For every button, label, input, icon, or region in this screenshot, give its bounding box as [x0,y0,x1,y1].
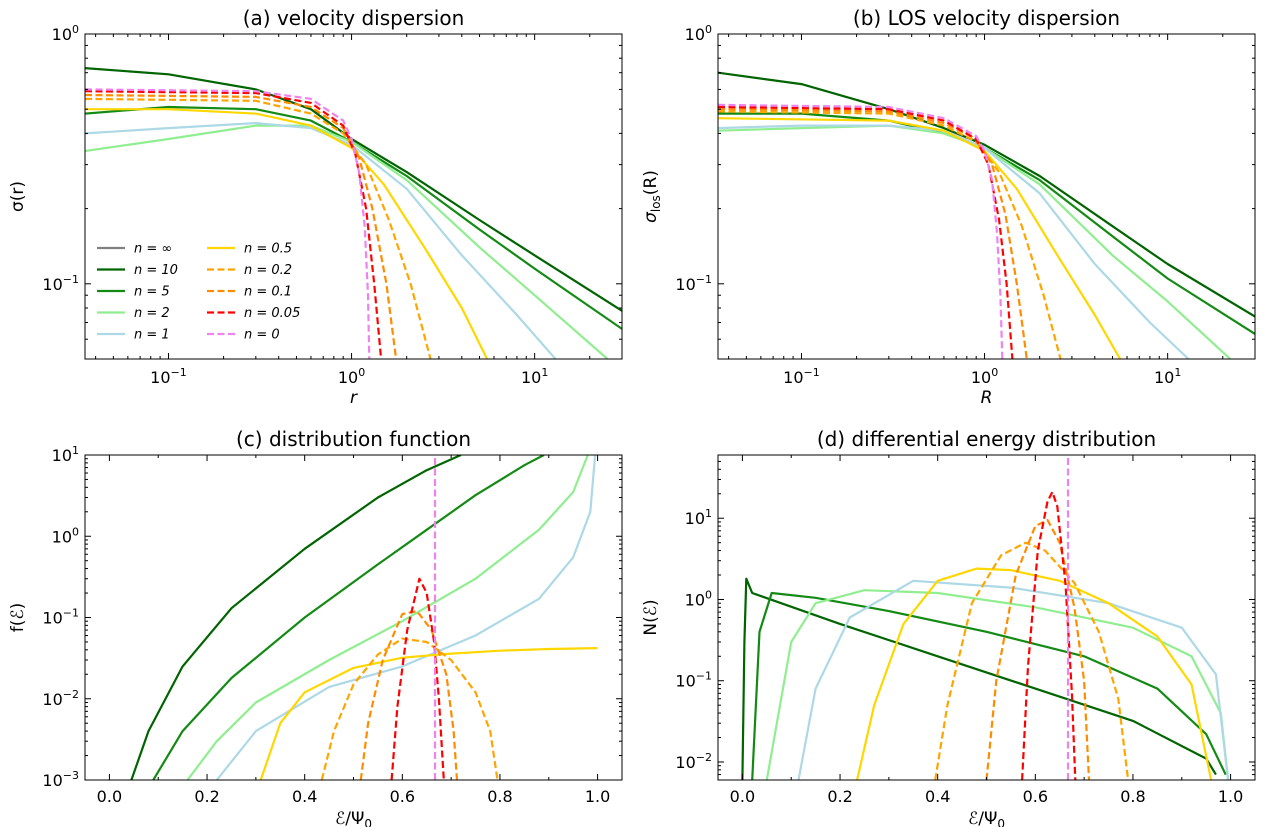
legend-label: n = 0.05 [244,306,300,321]
x-tick-label: 1.0 [585,787,610,806]
series-line [215,455,597,780]
plot-area [85,67,622,359]
series-line [718,108,1028,359]
y-tick-label: 100 [52,23,79,44]
legend-label: n = 10 [134,263,178,278]
x-tick-label: 0.4 [292,787,317,806]
panel-a: (a) velocity dispersion 10−1 100 101 10−1 100… [8,6,623,408]
x-tick-label: 0.0 [730,787,755,806]
plot-area [741,455,1230,780]
legend-label: n = 2 [134,306,170,321]
series-line [765,589,1230,780]
ticks [85,33,622,359]
series-line [741,577,1217,780]
x-tick-label: 100 [971,366,998,387]
series-line [130,455,462,780]
x-tick-label: 0.8 [1120,787,1145,806]
series-line [751,591,1227,780]
y-tick-label: 101 [52,444,79,465]
x-tick-label: 0.0 [97,787,122,806]
series-line [85,90,383,359]
y-tick-label: 10−1 [675,670,712,691]
series-line [718,105,1014,359]
y-tick-label: 100 [685,588,712,609]
legend-label: n = 5 [134,285,170,300]
legend-label: n = 1 [134,328,170,343]
series-line [718,124,1232,359]
panel-title: (c) distribution function [236,427,471,451]
panel-title: (b) LOS velocity dispersion [853,6,1120,30]
x-tick-label: 0.4 [925,787,950,806]
series-line [85,88,371,359]
series-line [934,541,1130,780]
y-tick-label: 10−1 [42,273,79,294]
x-tick-label: 100 [338,366,365,387]
x-tick-label: 10−1 [150,366,187,387]
x-tick-label: 101 [521,366,548,387]
series-line [1021,490,1077,780]
legend-label: n = 0 [244,328,280,343]
series-line [320,637,499,780]
ticks [718,33,1255,359]
plot-area [130,455,598,780]
series-line [359,610,459,780]
y-tick-label: 10−1 [675,273,712,294]
x-axis-label: r [350,388,358,408]
y-tick-label: 100 [52,525,79,546]
axes-frame [84,454,623,781]
series-line [85,93,398,359]
y-axis-label: N(ℰ) [641,599,661,635]
x-tick-label: 0.6 [1023,787,1048,806]
y-axis-label: σ(r) [8,181,28,212]
series-line [718,117,1122,359]
series-line [856,567,1213,780]
panel-title: (a) velocity dispersion [243,6,465,30]
axes-frame [717,33,1256,360]
series-line [718,71,1255,318]
y-axis-label: f(ℰ) [8,603,28,633]
ticks [85,454,622,781]
y-tick-label: 100 [685,23,712,44]
series-line [152,455,545,780]
y-tick-label: 10−2 [675,751,712,772]
y-tick-label: 101 [685,507,712,528]
panel-c: (c) distribution function 0.0 0.2 0.4 0.6 0.8… [8,427,623,827]
series-line [186,455,589,780]
y-axis-label: σlos(R) [641,170,663,223]
x-tick-label: 0.2 [194,787,219,806]
series-line [85,108,489,359]
series-line [718,110,1062,359]
y-tick-label: 10−1 [42,607,79,628]
panel-d: (d) differential energy distribution 0.0 0… [641,427,1256,827]
legend-label: n = 0.5 [244,242,292,257]
series-line [390,577,445,780]
legend-label: n = 0.2 [244,263,292,278]
series-line [985,518,1091,780]
x-tick-label: 0.2 [827,787,852,806]
y-tick-label: 10−3 [42,769,79,790]
plot-area [718,71,1255,359]
y-tick-label: 10−2 [42,688,79,709]
panel-title: (d) differential energy distribution [817,427,1156,451]
x-tick-label: 10−1 [783,366,820,387]
legend-label: n = 0.1 [244,285,292,300]
axes-frame [84,33,623,360]
legend: n = ∞ n = 10 n = 5 n = 2 n = 1 n = 0.5 n = 0.2… [97,242,300,343]
panel-b: (b) LOS velocity dispersion 10−1 100 101 10−… [641,6,1256,408]
ticks [718,455,1255,780]
legend-label: n = ∞ [134,242,172,257]
x-tick-label: 0.6 [390,787,415,806]
series-line [718,124,1190,359]
x-tick-label: 0.8 [487,787,512,806]
x-axis-label: ℰ/Ψ0 [335,809,372,827]
series-line [797,579,1230,780]
x-axis-label: R [981,388,993,408]
x-tick-label: 101 [1154,366,1181,387]
x-axis-label: ℰ/Ψ0 [968,809,1005,827]
x-tick-label: 1.0 [1218,787,1243,806]
axes-frame [717,454,1256,781]
series-line [259,647,598,780]
series-line [718,103,1004,359]
